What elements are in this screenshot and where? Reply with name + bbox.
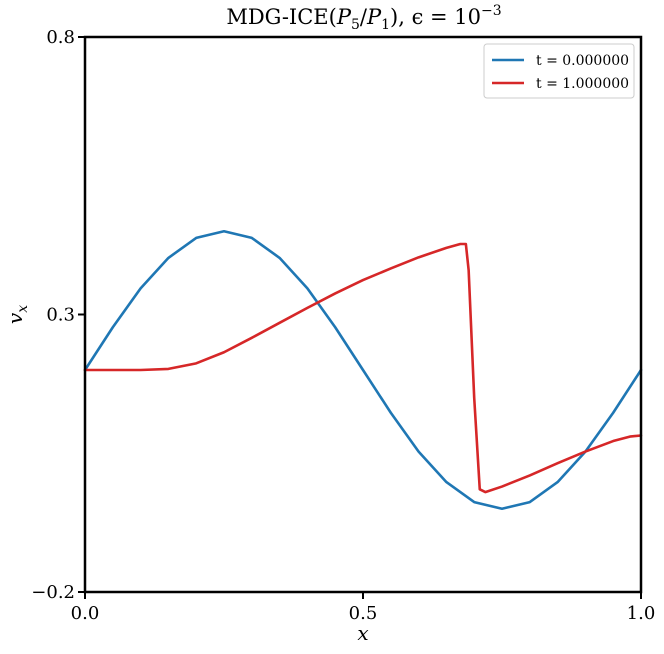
- y-axis-label: vx: [3, 305, 31, 324]
- title-p5: P: [336, 5, 352, 29]
- plot-lines: [83, 229, 643, 511]
- x-tick-label: 0.5: [349, 603, 378, 624]
- chart-title: MDG-ICE(P5/P1), ϵ = 10−3: [226, 3, 501, 33]
- title-prefix: MDG-ICE(: [226, 5, 337, 29]
- title-slash: /: [360, 5, 368, 29]
- title-p1: P: [366, 5, 382, 29]
- y-axis-label-main: v: [3, 312, 27, 324]
- series-line-0: [83, 229, 643, 511]
- legend: t = 0.000000 t = 1.000000: [483, 43, 635, 99]
- x-axis-ticks: 0.0 0.5 1.0: [71, 592, 656, 624]
- y-axis-label-sub: x: [15, 305, 31, 313]
- y-tick-label: 0.8: [46, 27, 75, 48]
- legend-label-1: t = 1.000000: [536, 76, 629, 92]
- x-tick-label: 0.0: [71, 603, 100, 624]
- title-mid: ), ϵ = 10: [390, 5, 481, 29]
- series-line-1: [83, 242, 643, 494]
- plot-frame: [83, 35, 643, 594]
- legend-label-0: t = 0.000000: [536, 53, 629, 69]
- title-sub1: 1: [381, 17, 390, 33]
- x-tick-label: 1.0: [627, 603, 656, 624]
- x-axis-label: x: [357, 621, 368, 645]
- legend-box: [483, 43, 635, 99]
- title-sup: −3: [481, 3, 502, 19]
- y-axis-ticks: −0.2 0.3 0.8: [31, 27, 85, 603]
- title-sub5: 5: [351, 17, 360, 33]
- y-tick-label: −0.2: [31, 582, 75, 603]
- y-tick-label: 0.3: [46, 305, 75, 326]
